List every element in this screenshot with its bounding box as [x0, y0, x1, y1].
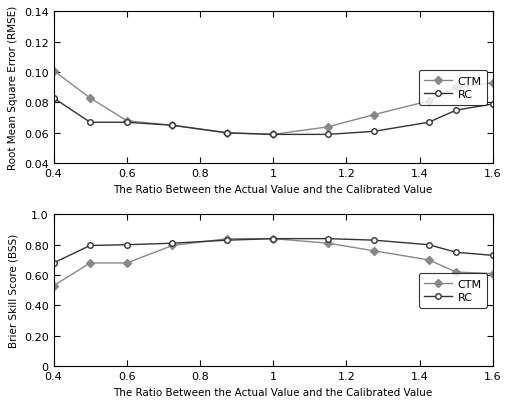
- CTM: [87, 261, 93, 266]
- RC: [270, 132, 276, 137]
- RC: [270, 237, 276, 241]
- Legend: CTM, RC: CTM, RC: [418, 71, 486, 105]
- RC: [370, 238, 376, 243]
- RC: [169, 241, 175, 246]
- X-axis label: The Ratio Between the Actual Value and the Calibrated Value: The Ratio Between the Actual Value and t…: [114, 387, 432, 396]
- RC: [324, 237, 330, 241]
- CTM: [324, 125, 330, 130]
- RC: [123, 243, 129, 247]
- RC: [370, 130, 376, 134]
- RC: [425, 121, 431, 126]
- CTM: [489, 271, 495, 276]
- CTM: [123, 119, 129, 124]
- Line: RC: RC: [50, 236, 495, 266]
- CTM: [425, 258, 431, 263]
- Y-axis label: Brier Skill Score (BSS): Brier Skill Score (BSS): [8, 234, 18, 347]
- RC: [425, 243, 431, 247]
- CTM: [370, 249, 376, 254]
- CTM: [123, 261, 129, 266]
- Y-axis label: Root Mean Square Error (RMSE): Root Mean Square Error (RMSE): [8, 6, 18, 170]
- CTM: [370, 113, 376, 118]
- X-axis label: The Ratio Between the Actual Value and the Calibrated Value: The Ratio Between the Actual Value and t…: [114, 184, 432, 194]
- CTM: [489, 81, 495, 86]
- RC: [489, 102, 495, 107]
- RC: [224, 238, 230, 243]
- CTM: [224, 237, 230, 241]
- RC: [489, 253, 495, 258]
- Legend: CTM, RC: CTM, RC: [418, 273, 486, 308]
- RC: [453, 109, 459, 113]
- RC: [224, 131, 230, 136]
- Line: CTM: CTM: [50, 236, 495, 289]
- RC: [169, 124, 175, 128]
- CTM: [270, 132, 276, 137]
- RC: [87, 121, 93, 126]
- RC: [123, 121, 129, 126]
- CTM: [453, 85, 459, 90]
- RC: [324, 132, 330, 137]
- CTM: [425, 99, 431, 104]
- CTM: [50, 284, 56, 288]
- CTM: [453, 270, 459, 275]
- RC: [50, 96, 56, 101]
- CTM: [324, 241, 330, 246]
- CTM: [270, 237, 276, 241]
- CTM: [169, 243, 175, 248]
- RC: [50, 261, 56, 266]
- CTM: [50, 69, 56, 74]
- CTM: [224, 131, 230, 136]
- CTM: [87, 96, 93, 101]
- RC: [87, 243, 93, 248]
- CTM: [169, 124, 175, 128]
- Line: RC: RC: [50, 96, 495, 138]
- Line: CTM: CTM: [50, 68, 495, 138]
- RC: [453, 250, 459, 255]
